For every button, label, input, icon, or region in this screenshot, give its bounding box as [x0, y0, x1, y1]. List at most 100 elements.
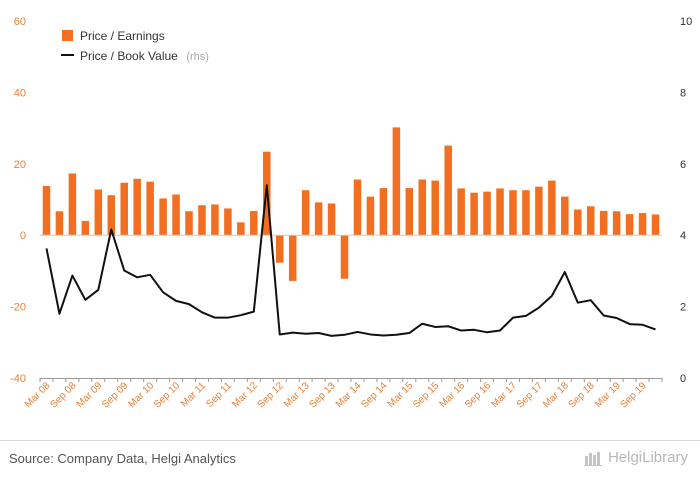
- x-tick-label: Mar 15: [386, 380, 416, 410]
- x-tick-label: Mar 14: [334, 380, 364, 410]
- pe-bar: [574, 209, 582, 236]
- footer-divider: [0, 440, 700, 441]
- source-note: Source: Company Data, Helgi Analytics: [9, 451, 236, 466]
- pe-bar: [275, 235, 284, 263]
- pe-bar: [288, 235, 297, 281]
- x-tick-marks: [39, 378, 663, 382]
- pe-bar: [55, 211, 64, 236]
- x-tick-label: Mar 18: [541, 380, 571, 410]
- bars-group: [42, 127, 660, 281]
- x-tick-label: Sep 13: [307, 380, 337, 410]
- pe-bar: [496, 188, 504, 236]
- pbv-series-line: [45, 184, 656, 337]
- left-tick-label: 40: [14, 87, 26, 99]
- helgi-library-logo: HelgiLibrary: [583, 449, 688, 466]
- x-tick-label: Sep 16: [463, 380, 493, 410]
- x-tick-label: Sep 11: [204, 380, 234, 410]
- pe-bar: [483, 191, 491, 236]
- right-tick-label: 0: [680, 373, 686, 385]
- left-tick-label: 60: [14, 16, 26, 28]
- pe-bar: [314, 202, 323, 236]
- x-tick-label: Sep 18: [567, 380, 597, 410]
- right-tick-label: 8: [680, 87, 686, 99]
- legend-pbv-suffix: (rhs): [186, 51, 209, 63]
- pe-bar: [237, 222, 245, 236]
- pe-bar: [586, 206, 595, 236]
- legend-pbv-label: Price / Book Value (rhs): [80, 47, 209, 64]
- x-tick-label: Sep 17: [515, 380, 545, 410]
- legend-pe-swatch: [62, 30, 73, 41]
- pe-bar: [250, 210, 258, 236]
- pe-bar: [120, 182, 128, 236]
- left-tick-label: -40: [10, 373, 26, 385]
- right-tick-label: 10: [680, 16, 692, 28]
- pe-bar: [68, 173, 77, 236]
- left-axis-ticks: -40 -20 0 20 40 60: [10, 16, 26, 385]
- pe-bar: [353, 179, 362, 236]
- x-tick-label: Sep 08: [48, 380, 78, 410]
- pe-bar: [431, 180, 439, 236]
- pe-bar: [340, 235, 349, 279]
- x-tick-label: Mar 13: [282, 380, 312, 410]
- x-tick-label: Mar 08: [23, 380, 53, 410]
- pe-bar: [509, 190, 517, 236]
- pe-bar: [159, 198, 167, 236]
- x-tick-label: Mar 12: [230, 380, 260, 410]
- pe-bar: [444, 145, 452, 236]
- x-tick-label: Sep 10: [152, 380, 182, 410]
- pe-bar: [327, 203, 336, 236]
- pe-bar: [651, 214, 660, 236]
- left-tick-label: -20: [10, 302, 26, 314]
- left-tick-label: 0: [20, 230, 26, 242]
- right-tick-label: 2: [680, 302, 686, 314]
- pe-bar: [301, 190, 310, 236]
- left-tick-label: 20: [14, 159, 26, 171]
- pe-bar: [81, 220, 90, 236]
- pe-bar: [638, 213, 647, 236]
- pe-bar: [418, 179, 427, 236]
- pe-bar: [561, 196, 569, 236]
- x-tick-label: Mar 09: [75, 380, 105, 410]
- pe-bar: [42, 185, 51, 236]
- pe-bar: [625, 214, 634, 236]
- right-tick-label: 6: [680, 159, 686, 171]
- pe-bar: [107, 195, 116, 236]
- brand-name: HelgiLibrary: [607, 449, 688, 466]
- pe-bar: [548, 180, 556, 236]
- pe-bar: [133, 178, 141, 236]
- x-tick-label: Mar 10: [126, 380, 156, 410]
- pe-bar: [457, 188, 465, 236]
- pe-bar: [392, 127, 401, 236]
- pe-bar: [599, 210, 608, 236]
- x-tick-label: Mar 17: [489, 380, 519, 410]
- pe-bar: [146, 181, 154, 236]
- pe-bar: [94, 189, 103, 236]
- pe-bar: [379, 188, 388, 236]
- library-icon: [583, 451, 602, 466]
- x-tick-label: Sep 14: [359, 380, 389, 410]
- x-tick-label: Sep 12: [256, 380, 286, 410]
- pe-bar: [185, 211, 193, 236]
- pe-bar: [612, 211, 621, 236]
- pe-bar: [522, 190, 530, 236]
- pe-bar: [172, 194, 180, 236]
- pe-bar: [405, 188, 414, 236]
- pe-bar: [366, 196, 375, 236]
- pe-bar: [470, 192, 478, 236]
- right-tick-label: 4: [680, 230, 686, 242]
- legend-pe-label: Price / Earnings: [80, 29, 165, 43]
- x-tick-label: Sep 15: [411, 380, 441, 410]
- x-tick-label: Sep 19: [618, 380, 648, 410]
- x-tick-label: Mar 16: [437, 380, 467, 410]
- legend-pbv-name: Price / Book Value: [80, 49, 178, 63]
- pe-bar: [535, 186, 543, 236]
- pe-bar: [211, 204, 219, 236]
- x-tick-label: Mar 11: [179, 380, 209, 410]
- right-axis-ticks: 0 2 4 6 8 10: [680, 16, 692, 385]
- x-tick-label: Sep 09: [100, 380, 130, 410]
- x-tick-label: Mar 19: [593, 380, 623, 410]
- pe-bar: [224, 208, 232, 236]
- legend: Price / Earnings Price / Book Value (rhs…: [61, 29, 209, 64]
